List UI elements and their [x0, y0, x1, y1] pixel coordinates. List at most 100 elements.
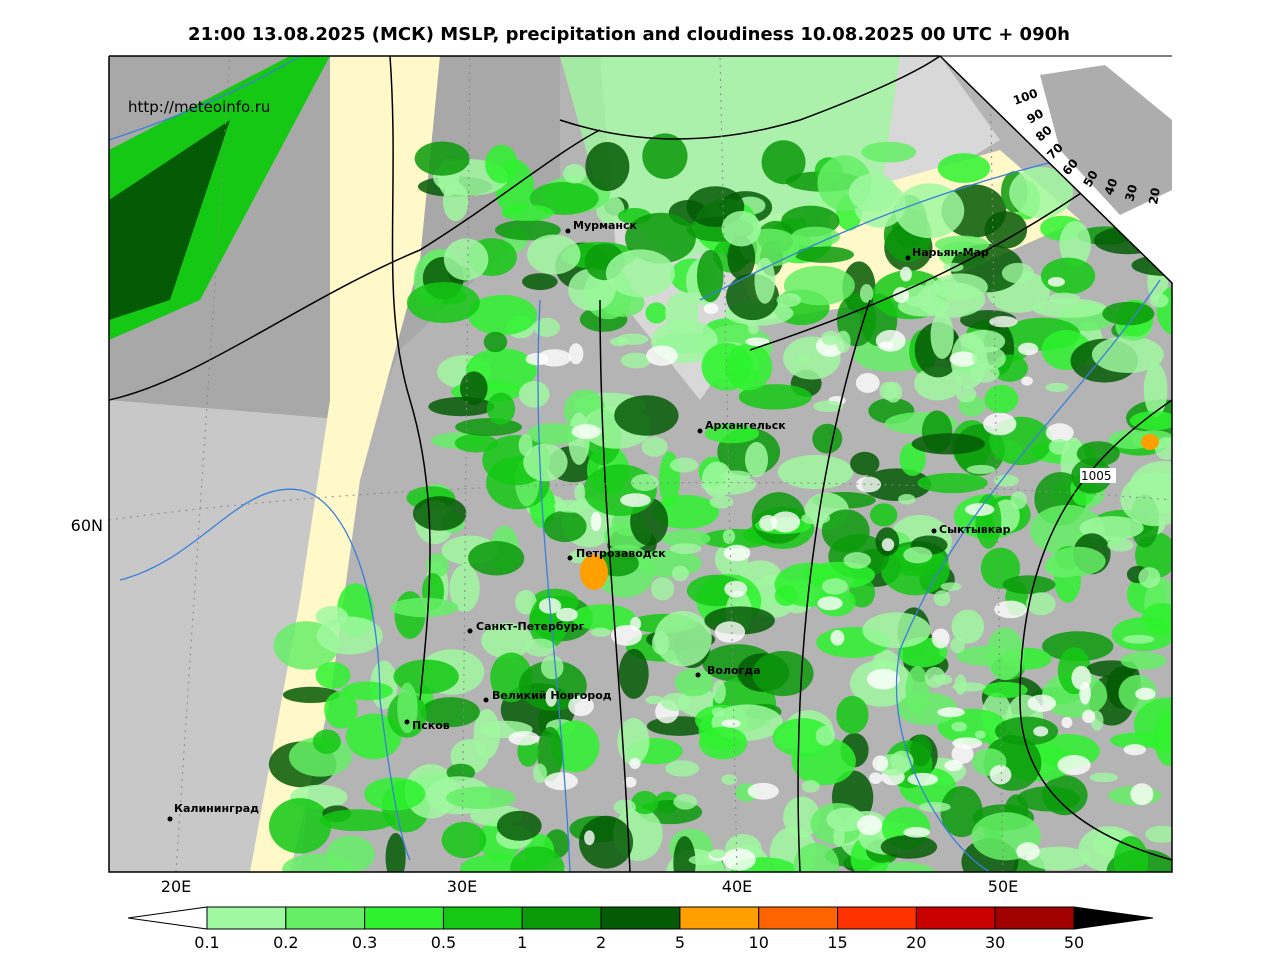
- precip-cell: [1131, 254, 1172, 276]
- cloud-gap: [770, 511, 801, 533]
- lat-label: 60N: [71, 516, 103, 535]
- precip-cell: [861, 141, 917, 163]
- precip-cell: [673, 836, 696, 872]
- cloud-gap: [623, 776, 637, 788]
- precip-cell: [420, 697, 480, 728]
- precip-cell: [1059, 220, 1091, 268]
- cloud-gap: [879, 381, 899, 401]
- precip-cell: [777, 454, 854, 490]
- cloud-gap: [1082, 709, 1096, 724]
- precip-cell: [1133, 697, 1172, 752]
- cloud-gap: [719, 470, 751, 481]
- cloud-gap: [721, 719, 741, 728]
- url: http://meteoinfo.ru: [128, 98, 270, 116]
- precip-cell: [496, 810, 542, 841]
- cloud-gap: [584, 830, 595, 846]
- isobar-label: 1005: [1081, 469, 1112, 483]
- cloud-gap: [1135, 687, 1156, 701]
- cloud-gap: [866, 668, 900, 690]
- precip-cell: [1120, 472, 1172, 527]
- cloud-gap: [620, 352, 652, 369]
- colorbar-swatch: [285, 906, 366, 930]
- cloud-gap: [940, 582, 962, 591]
- cloud-gap: [723, 544, 751, 562]
- colorbar-label: 0.5: [431, 933, 456, 952]
- precip-cell: [937, 153, 991, 183]
- cloud-gap: [590, 511, 602, 532]
- precip-cell: [481, 622, 533, 659]
- precip-cell: [406, 281, 480, 324]
- city-label: Нарьян-Мар: [912, 246, 989, 259]
- cloud-gap: [673, 794, 698, 810]
- colorbar-swatch: [915, 906, 996, 930]
- precip-cell: [485, 144, 518, 184]
- precip-cell: [529, 181, 599, 215]
- cloud-gap: [1048, 439, 1070, 455]
- cloud-gap: [613, 799, 637, 815]
- cloud-gap: [903, 826, 930, 838]
- precip-cell: [674, 668, 714, 697]
- precip-cell: [571, 604, 636, 631]
- precip-cell: [937, 708, 1007, 745]
- cloud-gap: [989, 764, 1012, 785]
- cloud-gap: [974, 730, 986, 739]
- colorbar-label: 10: [749, 933, 769, 952]
- precip-cell: [526, 423, 581, 445]
- cloud-gap: [776, 293, 802, 307]
- colorbar-label: 2: [596, 933, 606, 952]
- cloud-gap: [956, 386, 977, 403]
- cloud-gap: [924, 666, 946, 688]
- precip-cell: [486, 392, 516, 425]
- colorbar-swatch: [206, 906, 287, 930]
- city-label: Сыктывкар: [939, 523, 1011, 536]
- precip-cell: [984, 211, 1028, 249]
- cloud-gap: [709, 495, 734, 509]
- precip-cell: [467, 294, 538, 336]
- precip-cell: [724, 343, 773, 391]
- cloud-gap: [1138, 567, 1161, 588]
- cloud-gap: [872, 755, 889, 772]
- precip-cell: [826, 807, 866, 832]
- cloud-gap: [1026, 592, 1056, 616]
- precip-cell: [1002, 575, 1056, 595]
- cloud-gap: [1107, 538, 1134, 552]
- precip-cell: [324, 690, 358, 729]
- precip-cell: [774, 585, 798, 607]
- cloud-scale-label: 100: [1011, 86, 1039, 108]
- cloud-gap: [568, 550, 587, 564]
- cloud-gap: [722, 529, 736, 544]
- precip-cell: [793, 842, 839, 872]
- colorbar-swatch: [679, 906, 760, 930]
- cloud-gap: [989, 316, 1018, 328]
- city-label: Санкт-Петербург: [476, 620, 585, 633]
- cloud-gap: [722, 848, 756, 871]
- precip-cell: [917, 472, 988, 494]
- colorbar-label: 1: [517, 933, 527, 952]
- precip-cell: [1102, 301, 1155, 326]
- cloud-gap: [540, 655, 564, 680]
- precip-cell: [934, 235, 990, 254]
- precip-cell: [812, 423, 843, 454]
- precip-cell: [397, 682, 418, 734]
- cloud-gap: [859, 284, 874, 303]
- precip-cell: [701, 461, 733, 498]
- precip-cell: [1042, 631, 1114, 662]
- heavy-precip: [580, 554, 608, 590]
- cloud-gap: [748, 322, 759, 335]
- cloud-gap: [1130, 783, 1154, 806]
- precip-cell: [495, 219, 561, 241]
- precip-cell: [665, 291, 699, 335]
- precip-cell: [1111, 617, 1172, 652]
- city-label: Петрозаводск: [576, 547, 666, 560]
- cloud-gap: [641, 436, 668, 457]
- cloud-gap: [875, 329, 906, 352]
- cloud-gap: [931, 628, 950, 649]
- cloud-scale-label: 40: [1102, 177, 1121, 197]
- colorbar-label: 15: [827, 933, 847, 952]
- cloud-gap: [881, 538, 895, 552]
- precip-cell: [585, 141, 630, 191]
- lon-label: 30E: [447, 877, 477, 896]
- cloud-gap: [671, 565, 689, 582]
- cloud-gap: [1047, 277, 1065, 287]
- precip-cell: [696, 249, 724, 303]
